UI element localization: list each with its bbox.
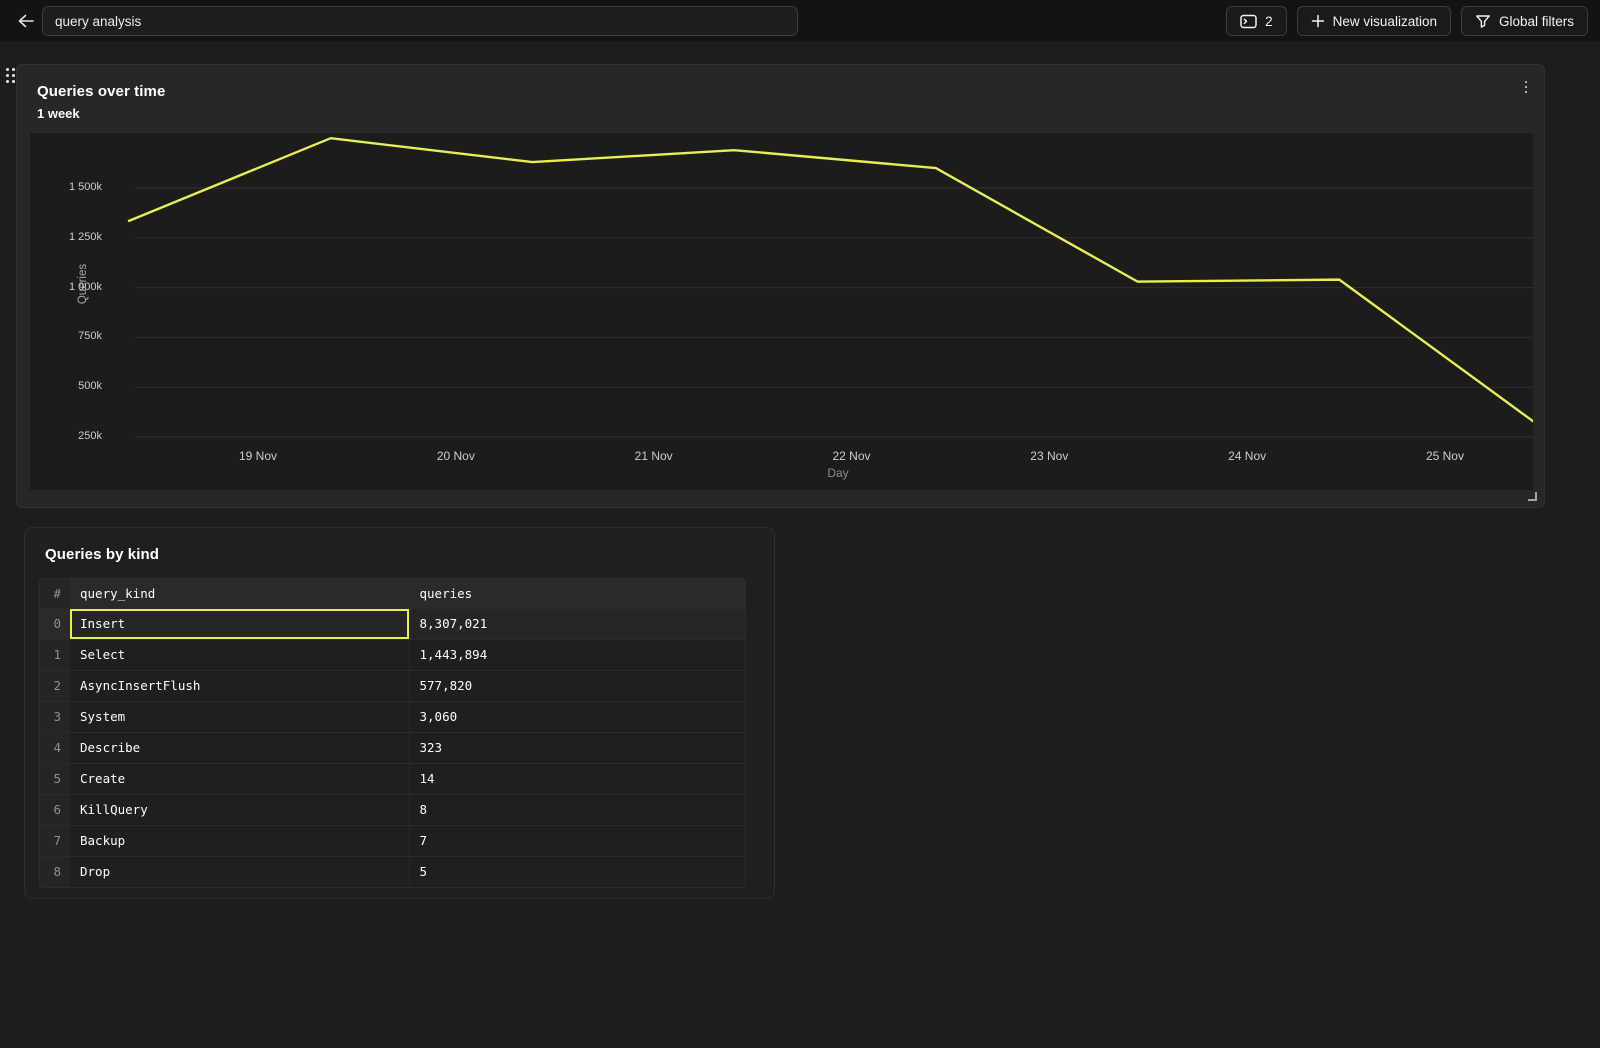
back-button[interactable]	[12, 7, 40, 35]
dashboard-canvas: Queries over time 1 week Queries Day 1 5…	[0, 44, 1600, 1048]
topbar-actions: 2 New visualization Global filters	[1226, 6, 1588, 36]
cell-query-kind[interactable]: Create	[70, 763, 409, 794]
cell-queries-value[interactable]: 14	[409, 763, 745, 794]
x-axis-tick-label: 23 Nov	[1030, 449, 1068, 463]
table-row: 1Select1,443,894	[40, 639, 745, 670]
x-axis-tick-label: 22 Nov	[832, 449, 870, 463]
cell-query-kind[interactable]: KillQuery	[70, 794, 409, 825]
col-header-query-kind[interactable]: query_kind	[70, 579, 409, 608]
table-body: 0Insert8,307,0211Select1,443,8942AsyncIn…	[40, 608, 745, 887]
cell-queries-value[interactable]: 8,307,021	[409, 608, 745, 639]
corner-resize-icon[interactable]	[1528, 492, 1537, 501]
results-table: # query_kind queries 0Insert8,307,0211Se…	[40, 579, 745, 887]
arrow-left-icon	[17, 13, 35, 29]
chart-panel-subtitle: 1 week	[37, 106, 80, 121]
table-row: 3System3,060	[40, 701, 745, 732]
chart-panel-title: Queries over time	[37, 83, 165, 100]
cell-row-index: 8	[40, 856, 70, 887]
table-panel-title: Queries by kind	[45, 546, 159, 563]
table-panel-queries-by-kind: Queries by kind # query_kind queries 0In…	[24, 527, 775, 899]
y-axis-tick-label: 1 250k	[42, 230, 102, 245]
chart-panel-queries-over-time: Queries over time 1 week Queries Day 1 5…	[16, 64, 1545, 508]
series-line-queries	[129, 138, 1533, 427]
line-chart-svg	[30, 133, 1533, 490]
x-axis-tick-label: 19 Nov	[239, 449, 277, 463]
table-row: 5Create14	[40, 763, 745, 794]
queries-count: 2	[1265, 14, 1273, 29]
queries-count-button[interactable]: 2	[1226, 6, 1287, 36]
cell-row-index: 0	[40, 608, 70, 639]
new-visualization-label: New visualization	[1333, 14, 1437, 29]
cell-queries-value[interactable]: 577,820	[409, 670, 745, 701]
x-axis-tick-label: 25 Nov	[1426, 449, 1464, 463]
plus-icon	[1311, 14, 1325, 28]
x-axis-title: Day	[827, 466, 848, 480]
y-axis-tick-label: 500k	[42, 379, 102, 394]
grip-dots-icon[interactable]	[6, 68, 15, 83]
table-row: 2AsyncInsertFlush577,820	[40, 670, 745, 701]
top-bar: 2 New visualization Global filters	[0, 0, 1600, 43]
cell-queries-value[interactable]: 5	[409, 856, 745, 887]
cell-row-index: 1	[40, 639, 70, 670]
cell-row-index: 4	[40, 732, 70, 763]
cell-query-kind[interactable]: Drop	[70, 856, 409, 887]
console-window-icon	[1240, 14, 1257, 29]
cell-queries-value[interactable]: 323	[409, 732, 745, 763]
x-axis-tick-label: 20 Nov	[437, 449, 475, 463]
funnel-icon	[1475, 14, 1491, 29]
cell-queries-value[interactable]: 1,443,894	[409, 639, 745, 670]
cell-query-kind[interactable]: Describe	[70, 732, 409, 763]
table-row: 0Insert8,307,021	[40, 608, 745, 639]
x-axis-tick-label: 24 Nov	[1228, 449, 1266, 463]
cell-row-index: 6	[40, 794, 70, 825]
cell-queries-value[interactable]: 7	[409, 825, 745, 856]
table-row: 7Backup7	[40, 825, 745, 856]
table-row: 4Describe323	[40, 732, 745, 763]
cell-query-kind[interactable]: AsyncInsertFlush	[70, 670, 409, 701]
dashboard-title-input[interactable]	[42, 6, 798, 36]
cell-row-index: 7	[40, 825, 70, 856]
col-header-index[interactable]: #	[40, 579, 70, 608]
y-axis-tick-label: 1 000k	[42, 280, 102, 295]
y-axis-tick-label: 250k	[42, 429, 102, 444]
x-axis-tick-label: 21 Nov	[635, 449, 673, 463]
cell-query-kind[interactable]: Insert	[70, 608, 409, 639]
global-filters-label: Global filters	[1499, 14, 1574, 29]
cell-query-kind[interactable]: Backup	[70, 825, 409, 856]
cell-row-index: 5	[40, 763, 70, 794]
line-chart[interactable]: Queries Day 1 500k1 250k1 000k750k500k25…	[30, 133, 1533, 490]
cell-query-kind[interactable]: Select	[70, 639, 409, 670]
kebab-vertical-icon[interactable]	[1518, 78, 1534, 96]
table-row: 6KillQuery8	[40, 794, 745, 825]
cell-query-kind[interactable]: System	[70, 701, 409, 732]
cell-row-index: 2	[40, 670, 70, 701]
new-visualization-button[interactable]: New visualization	[1297, 6, 1451, 36]
cell-queries-value[interactable]: 8	[409, 794, 745, 825]
y-axis-tick-label: 1 500k	[42, 180, 102, 195]
col-header-queries[interactable]: queries	[409, 579, 745, 608]
y-axis-tick-label: 750k	[42, 329, 102, 344]
table-row: 8Drop5	[40, 856, 745, 887]
table-header-row: # query_kind queries	[40, 579, 745, 608]
cell-queries-value[interactable]: 3,060	[409, 701, 745, 732]
global-filters-button[interactable]: Global filters	[1461, 6, 1588, 36]
results-table-wrap: # query_kind queries 0Insert8,307,0211Se…	[39, 578, 746, 888]
cell-row-index: 3	[40, 701, 70, 732]
